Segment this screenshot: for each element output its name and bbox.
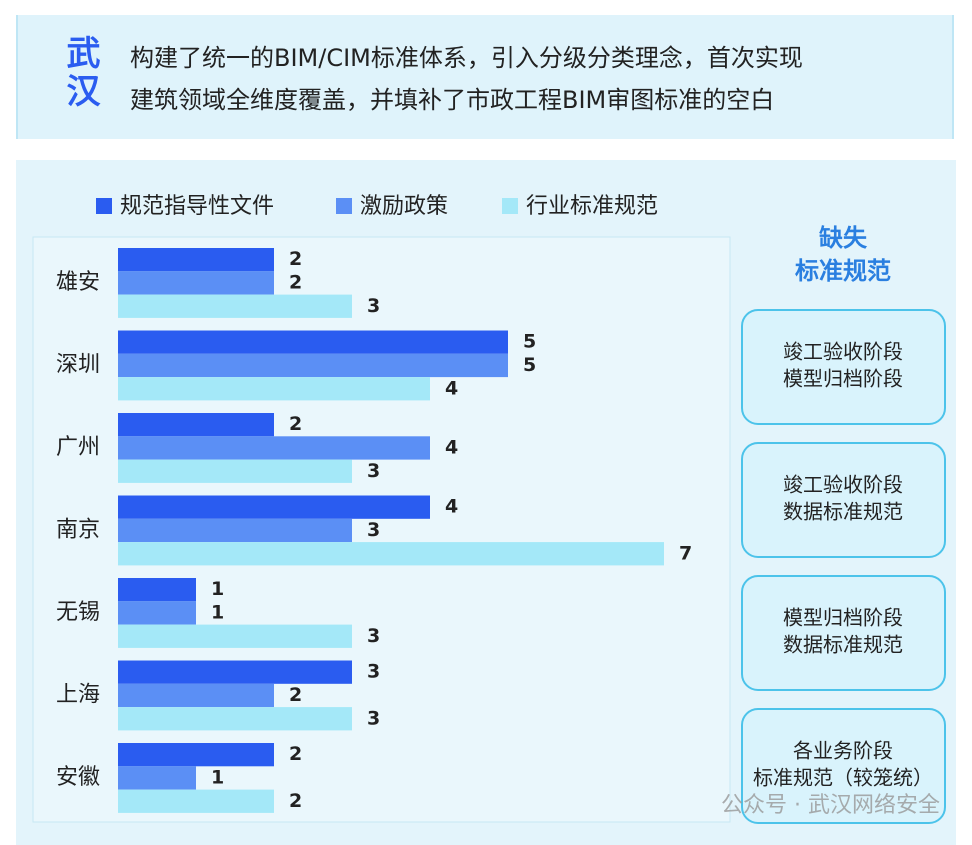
gap-box <box>741 708 946 824</box>
side-panel: 缺失标准规范竣工验收阶段模型归档阶段竣工验收阶段数据标准规范模型归档阶段数据标准… <box>741 224 946 824</box>
data-label: 4 <box>445 377 458 399</box>
data-label: 3 <box>367 661 380 683</box>
bar <box>118 660 352 684</box>
bar <box>118 766 196 790</box>
gap-box <box>741 309 946 425</box>
data-label: 4 <box>445 496 458 518</box>
legend-label: 行业标准规范 <box>526 194 658 219</box>
gap-text: 模型归档阶段 <box>783 606 903 630</box>
legend-swatch <box>96 198 112 214</box>
bar <box>118 330 508 354</box>
bar <box>118 789 274 813</box>
bar <box>118 518 352 543</box>
bar <box>118 459 352 483</box>
legend-swatch <box>336 198 352 214</box>
gap-box <box>741 442 946 558</box>
data-label: 5 <box>523 354 536 376</box>
legend-swatch <box>502 198 518 214</box>
gap-text: 竣工验收阶段 <box>783 340 903 364</box>
bar <box>118 377 430 401</box>
bar <box>118 413 274 437</box>
banner-line: 建筑领域全维度覆盖，并填补了市政工程BIM审图标准的空白 <box>130 86 775 114</box>
data-label: 7 <box>679 542 692 564</box>
bar <box>118 683 274 708</box>
category-label: 广州 <box>56 435 100 460</box>
data-label: 2 <box>289 271 302 293</box>
side-title: 缺失 <box>819 224 868 252</box>
category-label: 安徽 <box>56 765 100 790</box>
bar <box>118 495 430 519</box>
data-label: 1 <box>211 578 224 600</box>
banner-text: 构建了统一的BIM/CIM标准体系，引入分级分类理念，首次实现 建筑领域全维度覆… <box>130 37 803 121</box>
bar <box>118 624 352 648</box>
bar <box>118 248 274 272</box>
gap-box <box>741 575 946 691</box>
data-label: 4 <box>445 436 458 458</box>
gap-text: 模型归档阶段 <box>783 367 903 391</box>
data-label: 2 <box>289 743 302 765</box>
data-label: 3 <box>367 460 380 482</box>
data-label: 1 <box>211 601 224 623</box>
category-label: 上海 <box>56 683 100 708</box>
gap-text: 数据标准规范 <box>783 633 903 657</box>
side-title: 标准规范 <box>795 257 891 285</box>
data-label: 3 <box>367 625 380 647</box>
category-label: 无锡 <box>56 600 100 625</box>
bar <box>118 271 274 295</box>
category-label: 雄安 <box>56 270 100 295</box>
data-label: 2 <box>289 790 302 812</box>
category-label: 深圳 <box>56 353 100 378</box>
banner-line: 构建了统一的BIM/CIM标准体系，引入分级分类理念，首次实现 <box>130 44 803 72</box>
bar <box>118 542 664 566</box>
data-label: 2 <box>289 248 302 270</box>
data-label: 2 <box>289 413 302 435</box>
data-label: 3 <box>367 295 380 317</box>
watermark: 公众号 · 武汉网络安全 <box>721 793 940 818</box>
banner: 武汉 构建了统一的BIM/CIM标准体系，引入分级分类理念，首次实现 建筑领域全… <box>16 15 954 139</box>
bar <box>118 436 430 460</box>
bar <box>118 707 352 731</box>
data-label: 3 <box>367 707 380 729</box>
data-label: 3 <box>367 519 380 541</box>
data-label: 2 <box>289 684 302 706</box>
legend-label: 激励政策 <box>360 194 448 219</box>
bar <box>118 294 352 318</box>
gap-text: 数据标准规范 <box>783 500 903 524</box>
bar <box>118 743 274 767</box>
city: 武汉 <box>60 35 100 111</box>
data-label: 5 <box>523 331 536 353</box>
legend-label: 规范指导性文件 <box>120 194 274 219</box>
bar <box>118 578 196 602</box>
bar <box>118 601 196 625</box>
gap-text: 各业务阶段 <box>793 739 893 763</box>
category-label: 南京 <box>56 518 100 543</box>
bar <box>118 353 508 378</box>
gap-text: 标准规范（较笼统） <box>753 766 933 790</box>
gap-text: 竣工验收阶段 <box>783 473 903 497</box>
data-label: 1 <box>211 766 224 788</box>
